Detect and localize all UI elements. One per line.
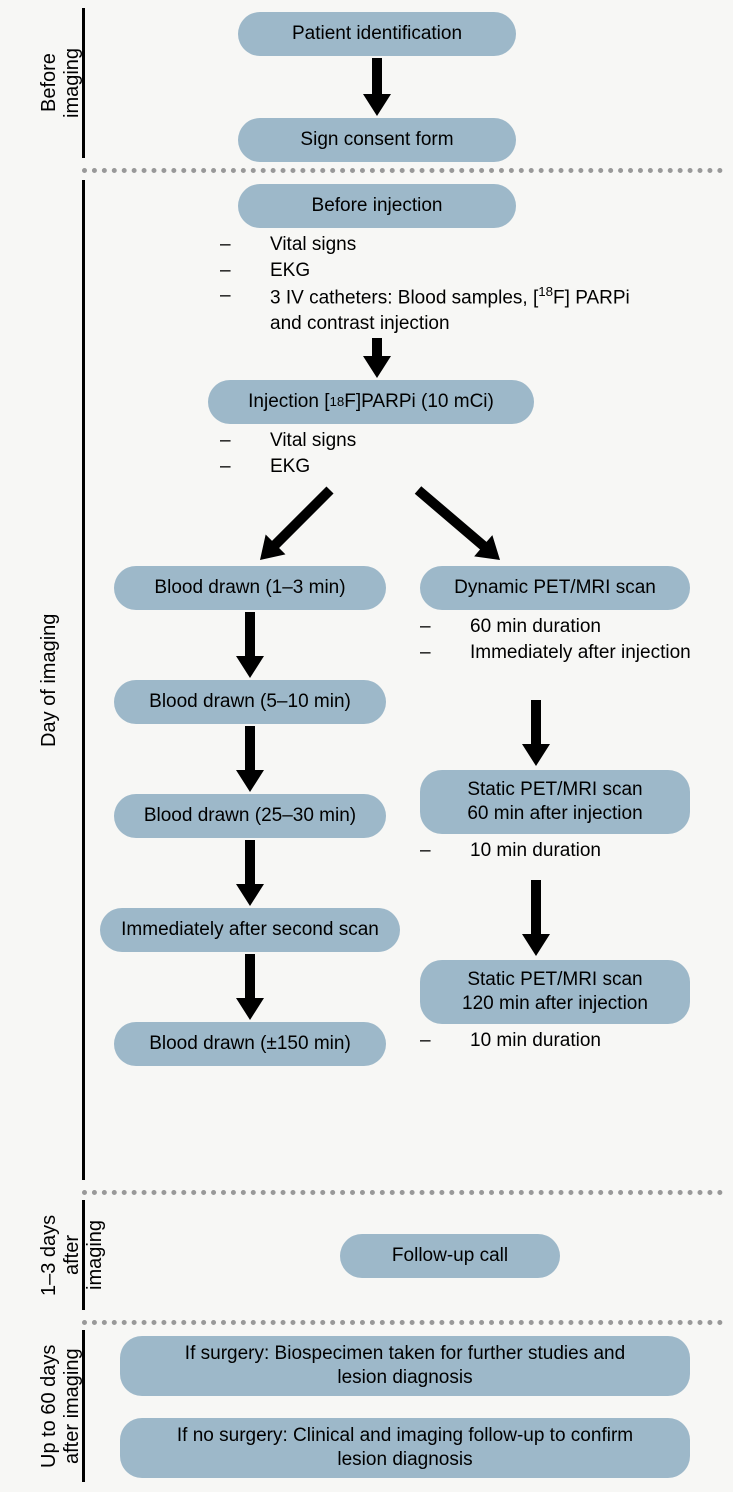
bullet-text: Vital signs [270,428,520,454]
bullets-b_stat120: –10 min duration [420,1028,720,1054]
bullet-text: EKG [270,454,520,480]
bullets-b_dyn: –60 min duration–Immediately after injec… [420,614,720,665]
bullets-b_before: –Vital signs–EKG–3 IV catheters: Blood s… [220,232,650,337]
arrow-3 [398,486,520,584]
divider-2 [82,1320,723,1325]
section-label-s2: Day of imaging [38,610,61,750]
bullet-text: 3 IV catheters: Blood samples, [18F] PAR… [270,283,650,337]
bullet-item: –10 min duration [420,838,720,864]
bullet-dash: – [220,258,270,284]
bullet-text: 10 min duration [470,1028,720,1054]
node-n_before: Before injection [238,184,516,228]
bullet-item: –60 min duration [420,614,720,640]
node-n_nosurg: If no surgery: Clinical and imaging foll… [120,1418,690,1478]
node-n_surg: If surgery: Biospecimen taken for furthe… [120,1336,690,1396]
node-n_after2: Immediately after second scan [100,908,400,952]
node-n_inject: Injection [18F]PARPi (10 mCi) [208,380,534,424]
node-n_patient: Patient identification [238,12,516,56]
bullet-dash: – [420,1028,470,1054]
arrow-1 [357,338,397,378]
arrow-9 [516,880,556,956]
bullet-dash: – [420,614,470,640]
node-n_stat120: Static PET/MRI scan120 min after injecti… [420,960,690,1024]
bullet-item: –10 min duration [420,1028,720,1054]
bullet-dash: – [220,428,270,454]
bullet-item: –Immediately after injection [420,640,720,666]
bullet-item: –Vital signs [220,232,650,258]
bullet-text: Vital signs [270,232,650,258]
bullet-dash: – [220,454,270,480]
bullet-item: –Vital signs [220,428,520,454]
arrow-7 [230,954,270,1020]
bullet-text: EKG [270,258,650,284]
section-label-s1: Before imaging [38,28,84,138]
node-n_follow: Follow-up call [340,1234,560,1278]
arrow-2 [240,486,350,584]
node-n_bd4: Blood drawn (±150 min) [114,1022,386,1066]
bullets-b_stat60: –10 min duration [420,838,720,864]
bullet-dash: – [420,838,470,864]
bullet-dash: – [420,640,470,666]
bullet-text: 10 min duration [470,838,720,864]
bullet-item: –EKG [220,454,520,480]
bullet-item: –EKG [220,258,650,284]
section-bar-s2 [82,180,85,1180]
bullets-b_inject: –Vital signs–EKG [220,428,520,479]
bullet-dash: – [220,283,270,337]
node-n_consent: Sign consent form [238,118,516,162]
divider-0 [82,168,723,173]
section-label-s3: 1–3 days after imaging [38,1200,107,1310]
node-n_bd3: Blood drawn (25–30 min) [114,794,386,838]
divider-1 [82,1190,723,1195]
bullet-item: –3 IV catheters: Blood samples, [18F] PA… [220,283,650,337]
arrow-6 [230,840,270,906]
arrow-8 [516,700,556,766]
node-n_bd2: Blood drawn (5–10 min) [114,680,386,724]
bullet-text: Immediately after injection [470,640,720,666]
arrow-0 [357,58,397,116]
node-n_stat60: Static PET/MRI scan60 min after injectio… [420,770,690,834]
bullet-dash: – [220,232,270,258]
section-label-s4: Up to 60 days after imaging [38,1342,84,1470]
arrow-5 [230,726,270,792]
bullet-text: 60 min duration [470,614,720,640]
arrow-4 [230,612,270,678]
